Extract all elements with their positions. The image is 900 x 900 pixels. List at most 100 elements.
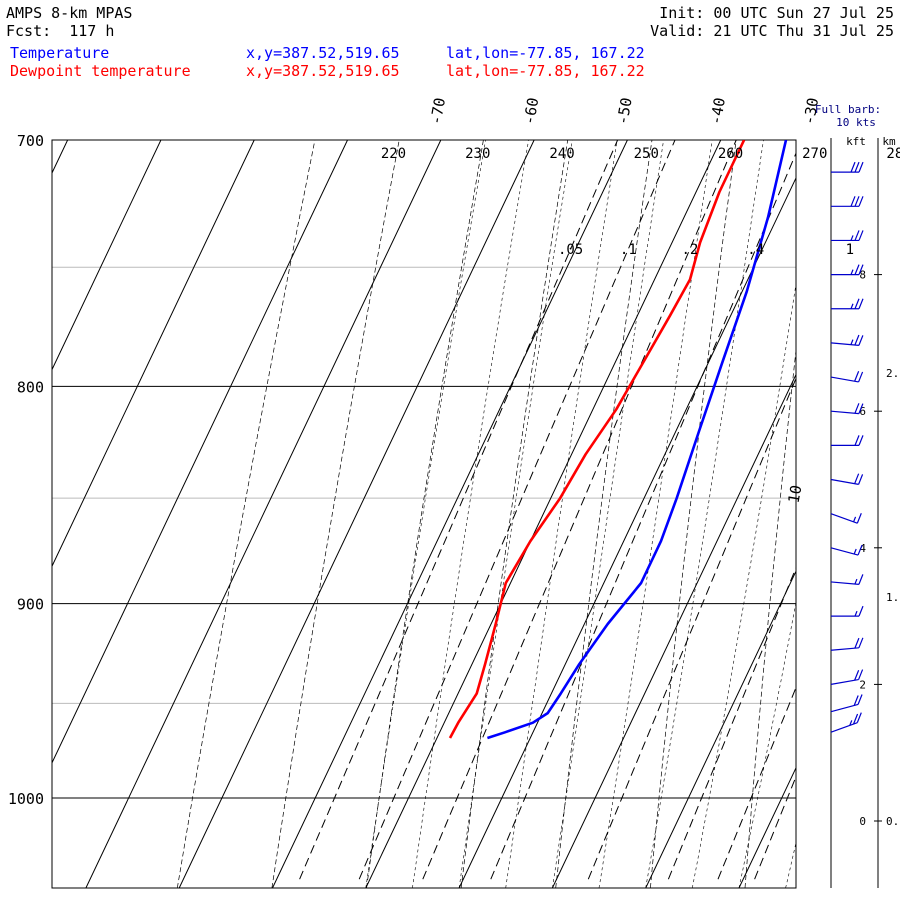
dry-adiabat-label: 280 bbox=[886, 146, 900, 162]
dry-adiabat-label: 270 bbox=[802, 146, 827, 162]
wind-barb-flag bbox=[858, 196, 864, 207]
wind-barb-flag bbox=[852, 713, 859, 725]
wind-barb-staff bbox=[830, 410, 859, 415]
wind-barb-panel: Full barb:10 kts kft km 8 6 4 2 0 2. 1. 0. bbox=[815, 103, 899, 888]
wind-barb bbox=[830, 712, 862, 733]
dewpoint-profile-line bbox=[448, 140, 746, 739]
forecast-hour: Fcst: 117 h bbox=[6, 22, 115, 40]
mixing-ratio-label: .4 bbox=[747, 242, 764, 258]
wind-barb-flag bbox=[858, 230, 864, 241]
mixing-ratio-line-1 bbox=[358, 140, 676, 880]
axis-labels: 700 800 900 1000 -70 -60 -50 -40 -30 10 220 230 240 2… bbox=[8, 96, 900, 808]
mixing-ratio-line-5 bbox=[667, 566, 796, 880]
wind-barb bbox=[830, 637, 864, 651]
dewpoint-legend: Dewpoint temperature bbox=[10, 62, 191, 80]
mixing-ratio-label: .05 bbox=[558, 242, 583, 258]
dry-adiabat-280 bbox=[840, 0, 900, 888]
wind-barb bbox=[831, 161, 864, 173]
wind-barb bbox=[831, 435, 864, 446]
dry-adiabat-260 bbox=[650, 140, 737, 888]
km-axis-label: km bbox=[882, 135, 896, 148]
moist-adiabat bbox=[692, 282, 796, 888]
wind-barb-flag bbox=[854, 161, 860, 173]
pressure-tick-label: 900 bbox=[17, 596, 44, 614]
wind-barb-half-flag bbox=[850, 303, 854, 309]
mixing-ratio-label: .2 bbox=[681, 242, 698, 258]
valid-time: Valid: 21 UTC Thu 31 Jul 25 bbox=[650, 22, 894, 40]
dry-adiabat-250 bbox=[555, 140, 653, 888]
barb-legend-title: Full barb: bbox=[815, 103, 881, 116]
wind-barb-staff bbox=[830, 478, 859, 485]
wind-barb-flag bbox=[854, 264, 860, 275]
temperature-tick-label: -60 bbox=[520, 96, 542, 126]
wind-barb-flag bbox=[858, 298, 864, 309]
moist-adiabat bbox=[785, 841, 796, 888]
wind-barb bbox=[831, 264, 864, 276]
plot-frame bbox=[51, 139, 797, 889]
wind-barb-staff bbox=[830, 647, 859, 651]
wind-barb-half-flag bbox=[853, 548, 857, 555]
wind-barb-flag bbox=[854, 196, 860, 207]
moist-adiabat bbox=[365, 140, 486, 888]
mixing-ratio-line-4 bbox=[587, 377, 796, 880]
isotherm-10 bbox=[832, 140, 900, 888]
wind-barb-flag bbox=[858, 435, 864, 446]
wind-barb-half-flag bbox=[849, 720, 853, 726]
model-title: AMPS 8-km MPAS bbox=[6, 4, 133, 22]
dry-adiabat-240 bbox=[460, 140, 569, 888]
profile-series bbox=[448, 140, 788, 740]
km-tick-label: 0. bbox=[886, 815, 899, 828]
temperature-xy: x,y=387.52,519.65 bbox=[246, 44, 400, 62]
wind-barb-half-flag bbox=[854, 610, 858, 617]
isotherm--70 bbox=[85, 140, 442, 888]
mixing-ratio-line-8 bbox=[808, 0, 900, 879]
wind-barb-flag bbox=[858, 264, 864, 275]
wind-barb-flag bbox=[854, 370, 860, 382]
wind-barb-staff bbox=[830, 703, 859, 713]
wind-barb-flag bbox=[858, 605, 864, 617]
mixing-ratio-line-0 bbox=[299, 140, 619, 880]
temperature-latlon: lat,lon=-77.85, 167.22 bbox=[446, 44, 645, 62]
wind-barb bbox=[830, 694, 863, 713]
moist-adiabat bbox=[879, 0, 900, 888]
wind-barb bbox=[830, 513, 862, 524]
dewpoint-latlon: lat,lon=-77.85, 167.22 bbox=[446, 62, 645, 80]
wind-barb-flag bbox=[854, 435, 860, 446]
mixing-ratio-label: .1 bbox=[620, 242, 637, 258]
km-tick-label: 2. bbox=[886, 367, 899, 380]
barb-legend-units: 10 kts bbox=[836, 116, 876, 129]
wind-barb-flag bbox=[856, 712, 862, 723]
kft-tick-label: 2 bbox=[859, 678, 866, 691]
wind-barb bbox=[831, 230, 864, 242]
dry-adiabat-230 bbox=[366, 140, 484, 888]
wind-barb bbox=[830, 574, 864, 585]
isotherm--110 bbox=[52, 140, 69, 175]
wind-barb bbox=[830, 370, 864, 383]
isotherm--50 bbox=[272, 140, 628, 888]
isotherm--80 bbox=[52, 140, 348, 764]
wind-barb-flag bbox=[858, 161, 864, 173]
wind-barb-staff bbox=[830, 513, 858, 524]
km-tick-label: 1. bbox=[886, 591, 899, 604]
wind-barb-flag bbox=[854, 637, 860, 649]
dry-adiabat-220 bbox=[271, 140, 400, 888]
wind-barb-staff bbox=[830, 547, 859, 556]
plot-border bbox=[51, 139, 797, 889]
dry-adiabat-label: 220 bbox=[381, 146, 406, 162]
wind-barb-staff bbox=[830, 722, 858, 733]
temperature-legend: Temperature bbox=[10, 44, 110, 62]
pressure-tick-label: 1000 bbox=[8, 790, 44, 808]
moist-adiabat bbox=[412, 140, 529, 888]
wind-barb-staff bbox=[830, 376, 859, 383]
mixing-ratio-label: 1 bbox=[846, 242, 854, 258]
kft-tick-label: 4 bbox=[859, 542, 866, 555]
temperature-tick-label: -70 bbox=[427, 96, 449, 126]
temperature-tick-label: 10 bbox=[785, 484, 806, 505]
wind-barb bbox=[831, 298, 864, 310]
wind-barb-flag bbox=[854, 230, 860, 241]
wind-barb-half-flag bbox=[854, 578, 858, 585]
kft-axis-label: kft bbox=[846, 135, 866, 148]
kft-tick-label: 8 bbox=[859, 269, 866, 282]
wind-barb-flag bbox=[858, 637, 864, 649]
